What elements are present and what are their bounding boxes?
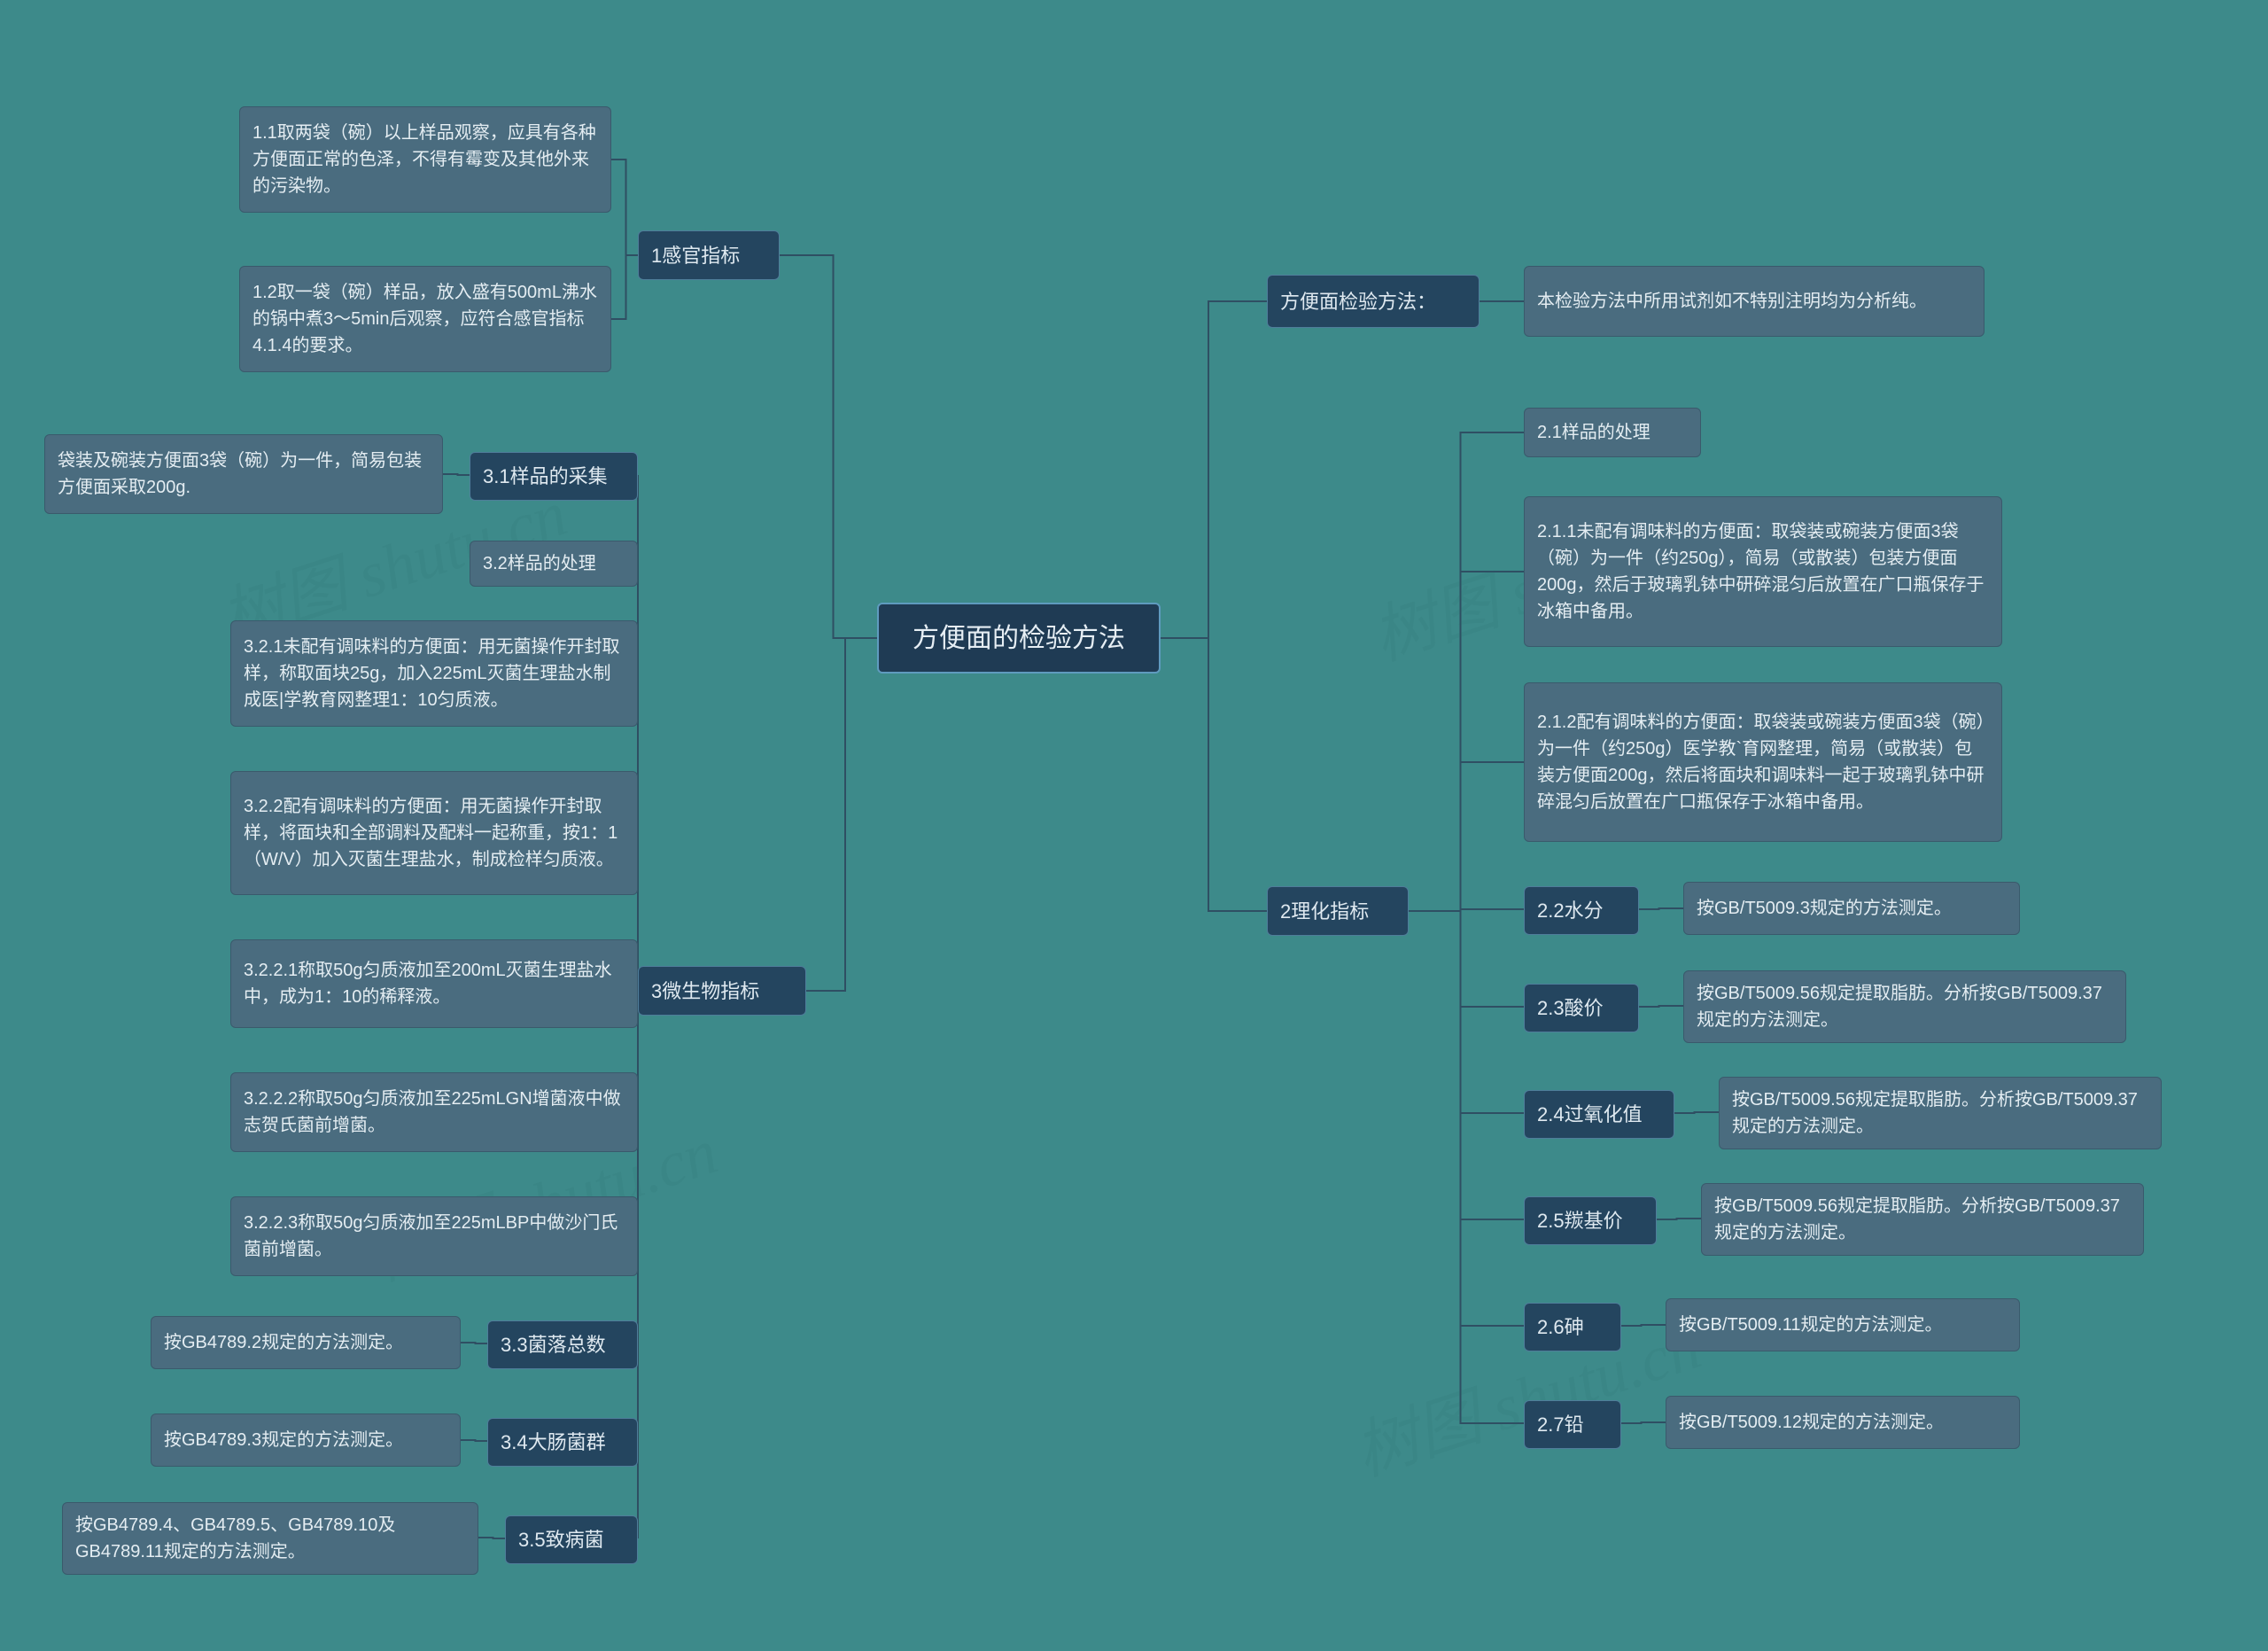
branch-node: 3.4大肠菌群 <box>487 1418 638 1467</box>
leaf-node: 1.2取一袋（碗）样品，放入盛有500mL沸水的锅中煮3～5min后观察，应符合… <box>239 266 611 372</box>
root-label: 方便面的检验方法 <box>913 619 1125 658</box>
branch-node: 3.3菌落总数 <box>487 1320 638 1369</box>
leaf-node: 2.1.1未配有调味料的方便面：取袋装或碗装方便面3袋（碗）为一件（约250g）… <box>1524 496 2002 647</box>
branch-node: 2.4过氧化值 <box>1524 1090 1674 1139</box>
leaf-node: 1.1取两袋（碗）以上样品观察，应具有各种方便面正常的色泽，不得有霉变及其他外来… <box>239 106 611 213</box>
leaf-node: 2.1样品的处理 <box>1524 408 1701 457</box>
branch-node: 2.6砷 <box>1524 1303 1621 1351</box>
branch-node: 2.7铅 <box>1524 1400 1621 1449</box>
branch-node: 3.1样品的采集 <box>470 452 638 501</box>
leaf-node: 按GB/T5009.56规定提取脂肪。分析按GB/T5009.37规定的方法测定… <box>1701 1183 2144 1256</box>
leaf-node: 按GB4789.2规定的方法测定。 <box>151 1316 461 1369</box>
leaf-node: 3.2样品的处理 <box>470 541 638 587</box>
leaf-node: 按GB/T5009.3规定的方法测定。 <box>1683 882 2020 935</box>
root-node: 方便面的检验方法 <box>877 603 1161 674</box>
branch-node: 3.5致病菌 <box>505 1515 638 1564</box>
leaf-node: 3.2.1未配有调味料的方便面：用无菌操作开封取样，称取面块25g，加入225m… <box>230 620 638 727</box>
branch-node: 2.2水分 <box>1524 886 1639 935</box>
branch-node: 方便面检验方法： <box>1267 275 1480 328</box>
leaf-node: 3.2.2.1称取50g匀质液加至200mL灭菌生理盐水中，成为1：10的稀释液… <box>230 939 638 1028</box>
branch-node: 2理化指标 <box>1267 886 1409 936</box>
leaf-node: 按GB/T5009.12规定的方法测定。 <box>1666 1396 2020 1449</box>
leaf-node: 按GB/T5009.11规定的方法测定。 <box>1666 1298 2020 1351</box>
branch-node: 1感官指标 <box>638 230 780 280</box>
leaf-node: 按GB/T5009.56规定提取脂肪。分析按GB/T5009.37规定的方法测定… <box>1719 1077 2162 1149</box>
leaf-node: 按GB4789.4、GB4789.5、GB4789.10及GB4789.11规定… <box>62 1502 478 1575</box>
leaf-node: 2.1.2配有调味料的方便面：取袋装或碗装方便面3袋（碗）为一件（约250g）医… <box>1524 682 2002 842</box>
leaf-node: 3.2.2.3称取50g匀质液加至225mLBP中做沙门氏菌前增菌。 <box>230 1196 638 1276</box>
leaf-node: 袋装及碗装方便面3袋（碗）为一件，简易包装方便面采取200g. <box>44 434 443 514</box>
leaf-node: 3.2.2.2称取50g匀质液加至225mLGN增菌液中做志贺氏菌前增菌。 <box>230 1072 638 1152</box>
leaf-node: 按GB/T5009.56规定提取脂肪。分析按GB/T5009.37规定的方法测定… <box>1683 970 2126 1043</box>
branch-node: 2.5羰基价 <box>1524 1196 1657 1245</box>
leaf-node: 3.2.2配有调味料的方便面：用无菌操作开封取样，将面块和全部调料及配料一起称重… <box>230 771 638 895</box>
branch-node: 2.3酸价 <box>1524 984 1639 1032</box>
leaf-node: 按GB4789.3规定的方法测定。 <box>151 1413 461 1467</box>
branch-node: 3微生物指标 <box>638 966 806 1016</box>
leaf-node: 本检验方法中所用试剂如不特别注明均为分析纯。 <box>1524 266 1984 337</box>
